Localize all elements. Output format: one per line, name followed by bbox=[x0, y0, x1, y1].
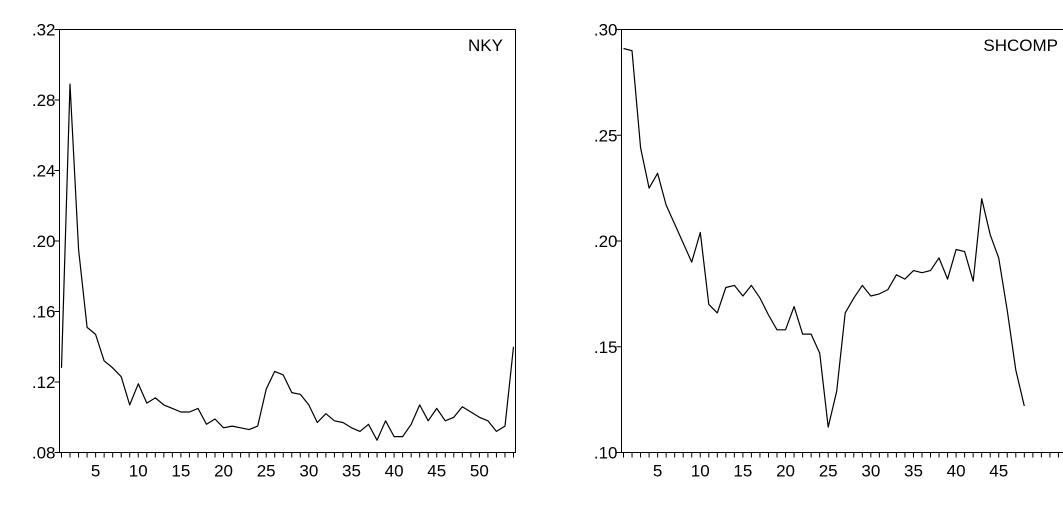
nky-x-tick-label: 40 bbox=[385, 462, 404, 481]
nky-series bbox=[60, 83, 515, 441]
shcomp-y-tick-label: .10 bbox=[594, 444, 618, 463]
shcomp-x-tick-label: 30 bbox=[861, 462, 880, 481]
shcomp-x-tick-label: 35 bbox=[904, 462, 923, 481]
shcomp-series bbox=[623, 47, 1025, 428]
nky-plot-frame bbox=[59, 29, 516, 453]
nky-panel: NKY .08 .12 .16 .20 .24 .28 .32 5 10 15 20 25 30 35 4… bbox=[32, 21, 516, 481]
nky-x-tick-label: 35 bbox=[342, 462, 361, 481]
shcomp-x-tick-label: 10 bbox=[691, 462, 710, 481]
shcomp-y-axis: .10 .15 .20 .25 .30 bbox=[594, 21, 622, 463]
shcomp-series-line bbox=[623, 47, 1025, 428]
nky-x-tick-label: 5 bbox=[91, 462, 100, 481]
nky-x-tick-label: 45 bbox=[427, 462, 446, 481]
nky-x-tick-label: 50 bbox=[470, 462, 489, 481]
nky-x-tick-label: 20 bbox=[214, 462, 233, 481]
nky-x-tick-label: 10 bbox=[129, 462, 148, 481]
shcomp-y-tick-label: .25 bbox=[594, 126, 618, 145]
shcomp-x-tick-label: 40 bbox=[947, 462, 966, 481]
nky-y-tick-label: .16 bbox=[32, 303, 56, 322]
nky-x-axis: 5 10 15 20 25 30 35 40 45 50 bbox=[61, 452, 514, 481]
shcomp-y-tick-label: .15 bbox=[594, 338, 618, 357]
shcomp-panel-title: SHCOMP bbox=[983, 36, 1058, 55]
nky-y-tick-label: .28 bbox=[32, 91, 56, 110]
shcomp-x-tick-label: 25 bbox=[819, 462, 838, 481]
shcomp-y-tick-label: .30 bbox=[594, 21, 618, 40]
nky-series-line bbox=[60, 83, 515, 441]
nky-y-tick-label: .08 bbox=[32, 444, 56, 463]
nky-y-tick-label: .12 bbox=[32, 373, 56, 392]
nky-y-tick-label: .20 bbox=[32, 232, 56, 251]
nky-x-tick-label: 25 bbox=[257, 462, 276, 481]
shcomp-x-tick-label: 15 bbox=[733, 462, 752, 481]
nky-x-tick-label: 30 bbox=[299, 462, 318, 481]
shcomp-panel: SHCOMP .10 .15 .20 .25 .30 5 10 15 20 25 30 35 40 45 bbox=[594, 21, 1063, 481]
nky-y-axis: .08 .12 .16 .20 .24 .28 .32 bbox=[32, 21, 60, 463]
nky-y-tick-label: .24 bbox=[32, 162, 56, 181]
shcomp-x-tick-label: 5 bbox=[653, 462, 662, 481]
nky-x-tick-label: 15 bbox=[171, 462, 190, 481]
shcomp-plot-frame bbox=[621, 29, 1063, 453]
shcomp-x-axis: 5 10 15 20 25 30 35 40 45 bbox=[623, 452, 1059, 481]
nky-panel-title: NKY bbox=[468, 36, 503, 55]
shcomp-x-tick-label: 45 bbox=[989, 462, 1008, 481]
shcomp-x-tick-label: 20 bbox=[776, 462, 795, 481]
shcomp-y-tick-label: .20 bbox=[594, 232, 618, 251]
nky-y-tick-label: .32 bbox=[32, 21, 56, 40]
